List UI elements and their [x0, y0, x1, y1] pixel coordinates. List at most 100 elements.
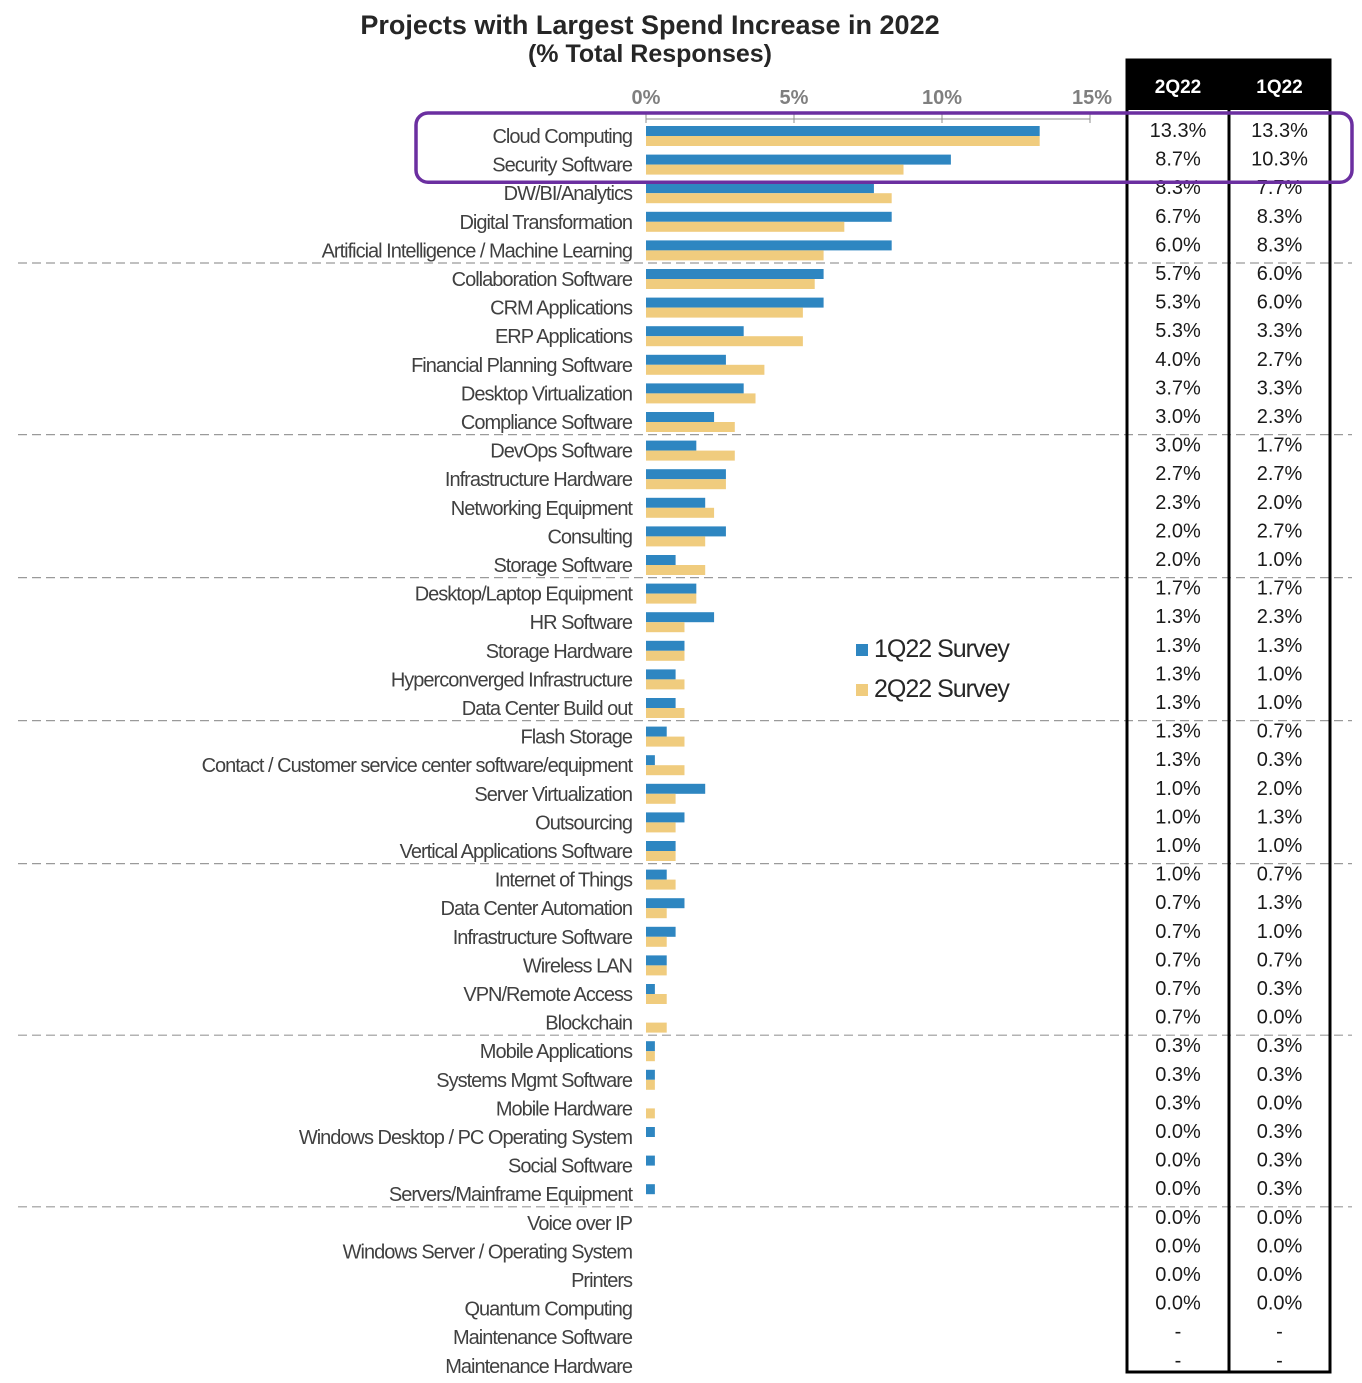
table-cell: 0.7%	[1155, 892, 1201, 914]
table-cell: 0.3%	[1257, 1178, 1303, 1200]
bar-q1	[646, 612, 715, 623]
category-label: ERP Applications	[495, 326, 633, 348]
table-cell: 1.7%	[1155, 578, 1201, 600]
table-cell: 0.0%	[1257, 1293, 1303, 1315]
table-cell: 1.3%	[1155, 606, 1201, 628]
chart-title: Projects with Largest Spend Increase in …	[360, 10, 939, 40]
category-label: Voice over IP	[527, 1213, 633, 1235]
table-cell: 0.3%	[1155, 1064, 1201, 1086]
table-cell: 0.0%	[1257, 1092, 1303, 1114]
table-cell: 5.3%	[1155, 292, 1201, 314]
legend-label: 2Q22 Survey	[874, 675, 1010, 703]
bar-q1	[646, 126, 1040, 136]
category-label: Windows Desktop / PC Operating System	[299, 1127, 632, 1149]
legend-label: 1Q22 Survey	[874, 635, 1010, 663]
bar-q2	[646, 994, 667, 1004]
table-cell: 6.0%	[1155, 234, 1201, 256]
table-cell: 2.7%	[1257, 520, 1303, 542]
table-cell: 0.0%	[1257, 1007, 1303, 1029]
category-label: CRM Applications	[490, 298, 633, 320]
bar-q1	[646, 812, 685, 823]
table-cell: -	[1175, 1350, 1182, 1372]
table-cell: 5.3%	[1155, 320, 1201, 342]
bar-q2	[646, 1079, 655, 1090]
bar-q2	[646, 336, 803, 347]
bar-q1	[646, 669, 676, 680]
bar-q2	[646, 622, 685, 633]
x-tick-label: 10%	[922, 87, 962, 109]
bar-q2	[646, 422, 735, 432]
table-cell: 1.0%	[1257, 692, 1303, 714]
bar-q2	[646, 793, 676, 804]
table-cell: 8.3%	[1257, 234, 1303, 256]
category-label: Financial Planning Software	[411, 355, 633, 377]
table-cell: 2.3%	[1257, 606, 1303, 628]
table-header: 1Q22	[1256, 77, 1302, 98]
bar-q2	[646, 1108, 655, 1119]
table-cell: 0.3%	[1257, 1064, 1303, 1086]
bar-q2	[646, 136, 1040, 146]
table-cell: 1.0%	[1257, 663, 1303, 685]
bar-q1	[646, 526, 726, 537]
category-label: Mobile Hardware	[496, 1098, 633, 1120]
table-cell: 6.0%	[1257, 292, 1303, 314]
table-cell: 3.0%	[1155, 406, 1201, 428]
category-label: Storage Hardware	[486, 641, 633, 663]
bar-q1	[646, 1184, 655, 1195]
bar-q2	[646, 708, 685, 718]
table-cell: 10.3%	[1251, 149, 1308, 171]
table-cell: -	[1276, 1321, 1283, 1343]
category-label: Consulting	[547, 526, 632, 548]
bar-q1	[646, 1127, 655, 1137]
category-label: Mobile Applications	[480, 1041, 633, 1063]
table-cell: 3.3%	[1257, 320, 1303, 342]
bar-q2	[646, 679, 685, 690]
table-cell: 0.0%	[1257, 1207, 1303, 1229]
bar-q2	[646, 908, 667, 919]
x-tick-label: 15%	[1072, 87, 1112, 109]
bar-q2	[646, 650, 685, 661]
bar-q1	[646, 497, 706, 508]
table-cell: 1.0%	[1155, 778, 1201, 800]
category-label: Windows Server / Operating System	[343, 1241, 633, 1263]
table-cell: 0.7%	[1257, 864, 1303, 886]
category-label: Internet of Things	[495, 870, 633, 892]
bar-q2	[646, 1022, 667, 1033]
legend-swatch	[856, 644, 868, 656]
bar-q1	[646, 726, 667, 737]
table-cell: 2.3%	[1257, 406, 1303, 428]
table-cell: 0.7%	[1257, 721, 1303, 743]
table-cell: 3.7%	[1155, 377, 1201, 399]
bar-q2	[646, 221, 845, 232]
x-tick-label: 0%	[632, 87, 661, 109]
bar-q2	[646, 936, 667, 947]
bar-q1	[646, 211, 892, 222]
category-label: Systems Mgmt Software	[436, 1070, 633, 1092]
category-label: Desktop/Laptop Equipment	[415, 584, 634, 606]
table-cell: 1.3%	[1155, 663, 1201, 685]
bar-q1	[646, 412, 715, 422]
category-label: Data Center Build out	[462, 698, 634, 720]
category-label: Artificial Intelligence / Machine Learni…	[322, 240, 632, 262]
bar-q2	[646, 364, 765, 375]
bar-q1	[646, 469, 726, 480]
bar-q1	[646, 383, 744, 394]
legend-swatch	[856, 684, 868, 696]
table-cell: 1.3%	[1257, 892, 1303, 914]
bar-q1	[646, 783, 706, 794]
table-cell: 13.3%	[1251, 120, 1308, 142]
bar-q1	[646, 555, 676, 565]
bar-q2	[646, 279, 815, 289]
category-label: Storage Software	[493, 555, 632, 577]
category-label: Vertical Applications Software	[400, 841, 633, 863]
table-cell: 0.0%	[1155, 1150, 1201, 1172]
table-cell: 2.7%	[1257, 349, 1303, 371]
category-label: Outsourcing	[535, 812, 632, 834]
table-cell: 1.3%	[1257, 806, 1303, 828]
category-label: Contact / Customer service center softwa…	[202, 755, 634, 777]
table-cell: 1.3%	[1155, 749, 1201, 771]
category-label: Hyperconverged Infrastructure	[391, 669, 633, 691]
table-cell: 1.3%	[1155, 692, 1201, 714]
bar-q2	[646, 307, 803, 318]
